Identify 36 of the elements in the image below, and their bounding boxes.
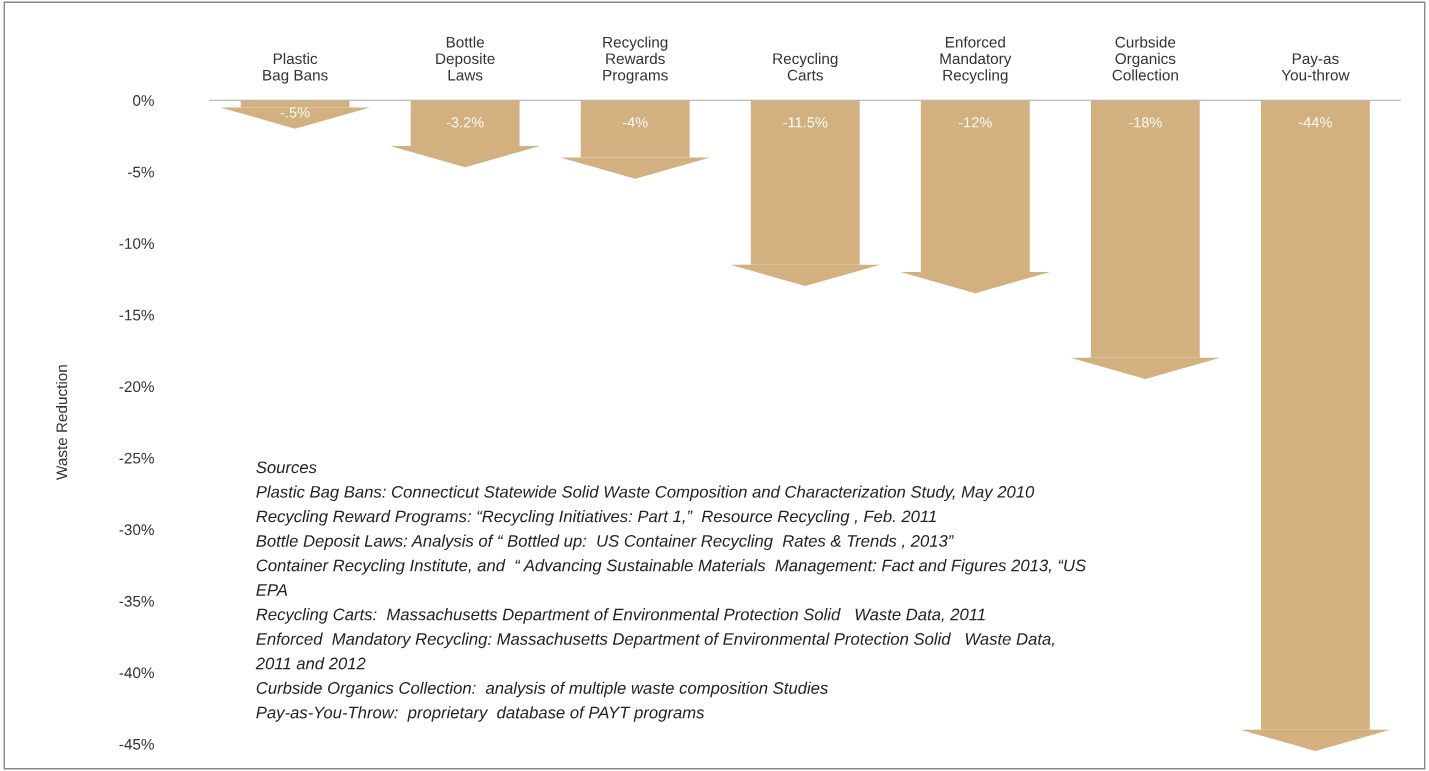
- x-tick-label: Bottle Deposite Laws: [436, 36, 495, 81]
- annotation: Enforced Mandatory Recycling: Massachusetts Department of Environmental Protection Solid Waste Data,: [256, 632, 1054, 649]
- y-tick-label: -5%: [128, 166, 154, 178]
- y-tick-label: -30%: [119, 524, 154, 536]
- annotation: Bottle Deposit Laws: Analysis of “ Bottled up: US Container Recycling Rates & Trends , 2013”: [256, 534, 954, 551]
- y-tick-label: -35%: [119, 595, 154, 607]
- data-label: -3.2%: [446, 117, 484, 128]
- annotation: EPA: [256, 584, 288, 596]
- y-tick-label: -20%: [119, 381, 154, 393]
- annotation: Curbside Organics Collection: analysis of multiple waste composition Studies: [256, 681, 828, 698]
- data-label: -11.5%: [783, 117, 828, 128]
- x-tick-label: Enforced Mandatory Recycling: [940, 36, 1012, 84]
- y-tick-label: 0%: [133, 95, 154, 106]
- y-tick-label: -45%: [119, 738, 154, 750]
- annotation: 2011 and 2012: [255, 657, 366, 670]
- annotation: Pay-as-You-Throw: proprietary database of PAYT programs: [256, 706, 705, 722]
- x-tick-label: Plastic Bag Bans: [263, 52, 328, 84]
- y-tick-label: -10%: [119, 238, 154, 249]
- data-label: -44%: [1299, 117, 1332, 128]
- x-tick-label: Pay-as You-throw: [1281, 53, 1350, 81]
- x-tick-label: Curbside Organics Collection: [1112, 36, 1178, 81]
- annotation: Plastic Bag Bans: Connecticut Statewide Solid Waste Composition and Characterization Study, May 2010: [256, 485, 1035, 502]
- data-label: -4%: [622, 117, 648, 128]
- annotation: Container Recycling Institute, and “ Advancing Sustainable Materials Management: Fact and Figures 2013, “US: [256, 559, 1086, 575]
- data-label: -12%: [958, 117, 992, 128]
- y-tick-label: -25%: [119, 452, 154, 464]
- y-axis-title: Waste Reduction: [55, 365, 68, 480]
- annotation: Recycling Reward Programs: “Recycling Initiatives: Part 1,” Resource Recycling , Feb. 2011: [256, 510, 936, 526]
- data-label: -18%: [1128, 117, 1162, 128]
- data-label: -.5%: [280, 107, 310, 118]
- y-tick-label: -40%: [119, 667, 154, 679]
- x-tick-label: Recycling Rewards Programs: [603, 36, 668, 84]
- y-tick-label: -15%: [119, 309, 154, 321]
- annotation: Recycling Carts: Massachusetts Department of Environmental Protection Solid Waste Data, 2011: [256, 608, 985, 624]
- annotation: Sources: [256, 461, 317, 474]
- x-tick-label: Recycling Carts: [773, 52, 838, 81]
